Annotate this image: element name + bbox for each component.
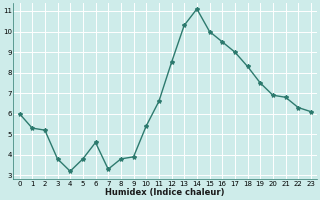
X-axis label: Humidex (Indice chaleur): Humidex (Indice chaleur): [106, 188, 225, 197]
